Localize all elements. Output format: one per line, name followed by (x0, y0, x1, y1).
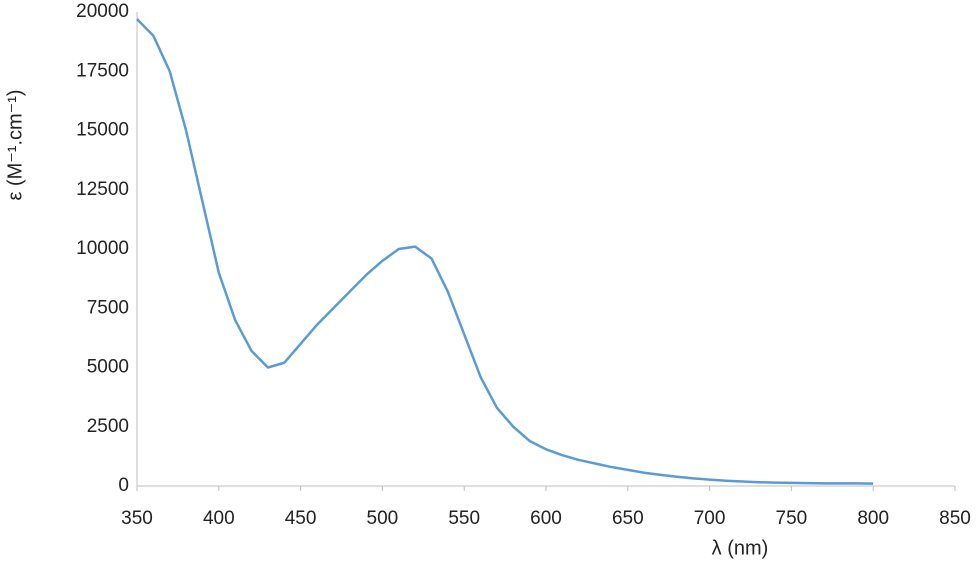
x-tick-label: 450 (285, 508, 317, 529)
y-axis-title: ε (M⁻¹.cm⁻¹) (4, 89, 26, 200)
x-tick-label: 350 (121, 508, 153, 529)
y-tick-label: 0 (118, 475, 129, 496)
data-line (136, 18, 874, 485)
y-tick-label: 17500 (76, 60, 129, 81)
x-tick-label: 500 (367, 508, 399, 529)
x-tick-label: 550 (448, 508, 480, 529)
x-tick-label: 700 (694, 508, 726, 529)
y-tick-label: 2500 (87, 416, 129, 437)
x-tick-label: 800 (857, 508, 889, 529)
x-tick-label: 750 (776, 508, 808, 529)
x-tick-label: 400 (203, 508, 235, 529)
x-tick-label: 850 (939, 508, 971, 529)
x-tick-label: 600 (530, 508, 562, 529)
y-tick-label: 20000 (76, 1, 129, 22)
y-tick-label: 15000 (76, 120, 129, 141)
y-tick-label: 7500 (87, 297, 129, 318)
y-tick-label: 10000 (76, 238, 129, 259)
x-axis-title: λ (nm) (712, 537, 769, 559)
y-tick-label: 12500 (76, 179, 129, 200)
x-tick-label: 650 (612, 508, 644, 529)
y-tick-label: 5000 (87, 357, 129, 378)
